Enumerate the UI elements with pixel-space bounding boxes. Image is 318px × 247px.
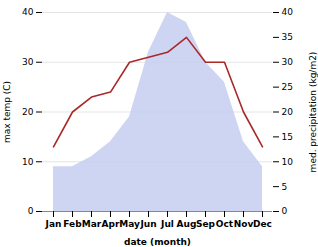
svg-text:15: 15 bbox=[282, 132, 293, 142]
svg-text:40: 40 bbox=[22, 7, 34, 17]
svg-text:Aug: Aug bbox=[177, 219, 197, 229]
svg-text:max temp (C): max temp (C) bbox=[2, 81, 12, 143]
svg-text:10: 10 bbox=[282, 157, 294, 167]
svg-text:Dec: Dec bbox=[253, 219, 272, 229]
svg-text:30: 30 bbox=[282, 57, 294, 67]
svg-text:20: 20 bbox=[282, 107, 294, 117]
svg-text:40: 40 bbox=[282, 7, 294, 17]
svg-text:date (month): date (month) bbox=[124, 237, 191, 247]
svg-text:Sep: Sep bbox=[196, 219, 216, 229]
svg-text:Jul: Jul bbox=[160, 219, 174, 229]
svg-text:Oct: Oct bbox=[216, 219, 234, 229]
svg-text:10: 10 bbox=[22, 157, 34, 167]
svg-text:30: 30 bbox=[22, 57, 34, 67]
svg-text:5: 5 bbox=[282, 182, 288, 192]
svg-text:Mar: Mar bbox=[82, 219, 102, 229]
svg-text:20: 20 bbox=[22, 107, 34, 117]
svg-text:med. precipitation (kg/m2): med. precipitation (kg/m2) bbox=[308, 52, 318, 173]
svg-text:0: 0 bbox=[28, 206, 34, 216]
svg-text:Apr: Apr bbox=[102, 219, 120, 229]
svg-text:May: May bbox=[119, 219, 140, 229]
svg-text:Nov: Nov bbox=[234, 219, 254, 229]
svg-text:35: 35 bbox=[282, 32, 293, 42]
svg-text:0: 0 bbox=[282, 206, 288, 216]
svg-text:25: 25 bbox=[282, 82, 293, 92]
svg-text:Jan: Jan bbox=[45, 219, 62, 229]
svg-text:Feb: Feb bbox=[63, 219, 82, 229]
svg-text:Jun: Jun bbox=[139, 219, 156, 229]
